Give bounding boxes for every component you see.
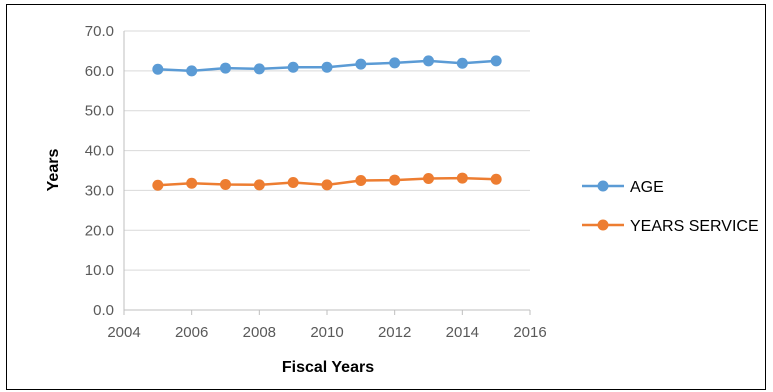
legend-label-age: AGE xyxy=(630,179,664,196)
x-tick-label: 2014 xyxy=(446,324,479,341)
data-point-years-service xyxy=(423,172,434,184)
data-point-years-service xyxy=(287,176,299,188)
legend: AGE YEARS SERVICE xyxy=(582,179,759,235)
data-point-age xyxy=(287,61,299,73)
x-tick-labels: 2004 2006 2008 2010 2012 2014 2016 xyxy=(107,324,546,341)
data-point-years-service xyxy=(186,177,198,189)
y-tick-label: 60.0 xyxy=(85,63,114,80)
axes xyxy=(123,31,531,315)
data-point-age xyxy=(253,63,265,75)
x-tick-label: 2016 xyxy=(513,324,546,341)
data-point-years-service xyxy=(490,173,502,185)
data-point-years-service xyxy=(253,179,265,191)
y-tick-label: 0.0 xyxy=(93,302,114,319)
data-point-age xyxy=(423,55,434,67)
x-tick-label: 2006 xyxy=(175,324,208,341)
legend-label-years-service: YEARS SERVICE xyxy=(630,218,759,235)
chart-frame xyxy=(6,4,766,390)
data-point-age xyxy=(220,62,231,74)
legend-marker-age xyxy=(597,180,609,192)
data-point-years-service xyxy=(456,172,468,184)
legend-entry-years-service: YEARS SERVICE xyxy=(582,218,759,235)
x-tick-label: 2010 xyxy=(310,324,343,341)
y-tick-label: 50.0 xyxy=(85,103,114,120)
data-point-years-service xyxy=(355,174,367,186)
x-tick-label: 2008 xyxy=(243,324,276,341)
y-tick-label: 20.0 xyxy=(85,222,114,239)
data-point-age xyxy=(490,55,502,67)
data-point-years-service xyxy=(389,174,401,186)
data-point-age xyxy=(321,61,333,73)
legend-marker-years-service xyxy=(597,219,609,231)
data-point-years-service xyxy=(220,178,231,190)
series-years-service xyxy=(152,172,502,191)
data-point-age xyxy=(355,58,367,70)
data-point-years-service xyxy=(152,179,164,191)
x-axis-title: Fiscal Years xyxy=(282,359,374,376)
x-tick-label: 2012 xyxy=(378,324,411,341)
y-tick-label: 10.0 xyxy=(85,262,114,279)
data-point-age xyxy=(152,63,164,75)
x-tick-label: 2004 xyxy=(107,324,140,341)
y-tick-label: 30.0 xyxy=(85,182,114,199)
data-point-age xyxy=(186,65,198,77)
y-tick-label: 70.0 xyxy=(85,23,114,40)
y-tick-label: 40.0 xyxy=(85,143,114,160)
data-point-age xyxy=(456,57,468,69)
y-tick-labels: 0.0 10.0 20.0 30.0 40.0 50.0 60.0 70.0 xyxy=(85,23,114,319)
series-layer xyxy=(152,55,502,191)
series-age xyxy=(152,55,502,77)
y-axis-title: Years xyxy=(45,149,62,192)
data-point-age xyxy=(389,57,401,69)
legend-entry-age: AGE xyxy=(582,179,664,196)
data-point-years-service xyxy=(321,179,333,191)
